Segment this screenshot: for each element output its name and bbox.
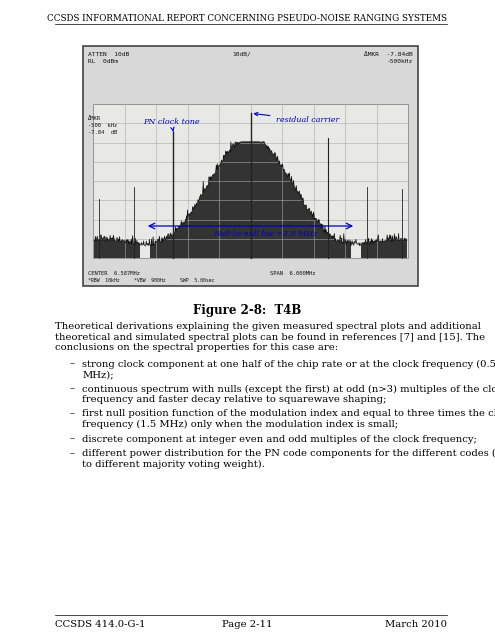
Text: MHz);: MHz); <box>82 370 114 379</box>
Bar <box>93 104 408 258</box>
Bar <box>140 173 149 258</box>
Text: CCSDS INFORMATIONAL REPORT CONCERNING PSEUDO-NOISE RANGING SYSTEMS: CCSDS INFORMATIONAL REPORT CONCERNING PS… <box>47 14 447 23</box>
Text: frequency (1.5 MHz) only when the modulation index is small;: frequency (1.5 MHz) only when the modula… <box>82 420 398 429</box>
Text: –: – <box>70 435 75 444</box>
Text: ΔMKR  -7.84dB: ΔMKR -7.84dB <box>364 52 413 57</box>
Text: CCSDS 414.0-G-1: CCSDS 414.0-G-1 <box>55 620 146 629</box>
Text: –: – <box>70 410 75 419</box>
Text: Theoretical derivations explaining the given measured spectral plots and additio: Theoretical derivations explaining the g… <box>55 322 481 331</box>
Text: discrete component at integer even and odd multiples of the clock frequency;: discrete component at integer even and o… <box>82 435 477 444</box>
Text: 10dB/: 10dB/ <box>233 52 251 57</box>
Text: different power distribution for the PN code components for the different codes : different power distribution for the PN … <box>82 449 495 458</box>
Text: RL  0dBm: RL 0dBm <box>88 59 118 64</box>
Text: Page 2-11: Page 2-11 <box>222 620 272 629</box>
Text: frequency and faster decay relative to squarewave shaping;: frequency and faster decay relative to s… <box>82 395 387 404</box>
Polygon shape <box>94 142 407 258</box>
Text: CENTER  6.587MHz: CENTER 6.587MHz <box>88 271 140 276</box>
Text: strong clock component at one half of the chip rate or at the clock frequency (0: strong clock component at one half of th… <box>82 360 495 369</box>
Text: continuous spectrum with nulls (except the first) at odd (n>3) multiples of the : continuous spectrum with nulls (except t… <box>82 385 495 394</box>
Text: ΔMKR: ΔMKR <box>88 116 101 121</box>
Text: conclusions on the spectral properties for this case are:: conclusions on the spectral properties f… <box>55 343 338 352</box>
Text: -500  kHz: -500 kHz <box>88 123 117 128</box>
Text: residual carrier: residual carrier <box>254 113 339 124</box>
Bar <box>351 173 361 258</box>
Text: Figure 2-8:  T4B: Figure 2-8: T4B <box>193 304 301 317</box>
Text: –: – <box>70 385 75 394</box>
Text: Null-to-null bw ~2.9 MHz: Null-to-null bw ~2.9 MHz <box>213 230 318 238</box>
Text: SPAN  6.000MHz: SPAN 6.000MHz <box>270 271 316 276</box>
Text: theoretical and simulated spectral plots can be found in references [7] and [15]: theoretical and simulated spectral plots… <box>55 333 485 342</box>
Text: -7.84  dB: -7.84 dB <box>88 130 117 135</box>
Text: *RBW  10kHz     *VBW  900Hz     SWP  5.00sec: *RBW 10kHz *VBW 900Hz SWP 5.00sec <box>88 278 214 283</box>
Bar <box>83 46 418 286</box>
Text: –: – <box>70 449 75 458</box>
Text: -500kHz: -500kHz <box>387 59 413 64</box>
Text: ATTEN  10dB: ATTEN 10dB <box>88 52 129 57</box>
Text: PN clock tone: PN clock tone <box>143 118 199 131</box>
Text: March 2010: March 2010 <box>385 620 447 629</box>
Text: first null position function of the modulation index and equal to three times th: first null position function of the modu… <box>82 410 495 419</box>
Text: to different majority voting weight).: to different majority voting weight). <box>82 460 265 468</box>
Text: –: – <box>70 360 75 369</box>
